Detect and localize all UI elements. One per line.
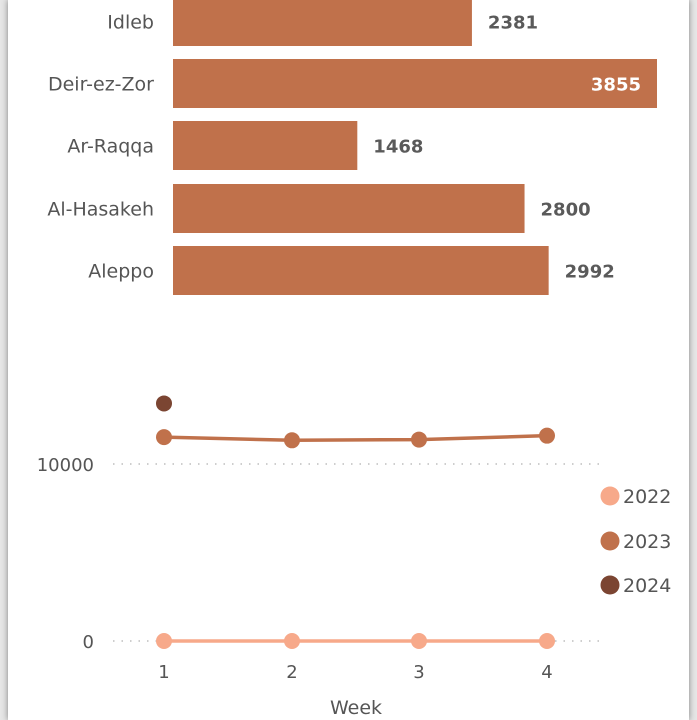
legend-marker-2022: [600, 486, 620, 506]
bar-ar-raqqa[interactable]: [173, 121, 358, 170]
data-point-2022[interactable]: [539, 633, 555, 649]
data-point-2023[interactable]: [411, 431, 427, 448]
bar-idleb[interactable]: [173, 0, 472, 46]
data-point-2022[interactable]: [284, 633, 300, 649]
bar-value-label: 2992: [565, 262, 615, 283]
data-point-2024[interactable]: [156, 395, 172, 412]
data-point-2022[interactable]: [156, 633, 172, 649]
legend-label-2023: 2023: [623, 531, 671, 553]
legend-label-2024: 2024: [623, 575, 671, 597]
bar-category-label: Idleb: [107, 12, 154, 34]
bar-category-label: Deir-ez-Zor: [48, 74, 154, 96]
bar-value-label: 2800: [541, 200, 591, 221]
y-tick-label: 0: [83, 632, 94, 653]
bar-value-label: 2381: [488, 13, 538, 34]
bar-chart: Idleb 2381 Deir-ez-Zor 3855 Ar-Raqqa 1468 Al-H…: [47, 0, 657, 295]
legend-marker-2023: [600, 531, 620, 551]
data-point-2023[interactable]: [539, 427, 555, 444]
line-chart: 0 10000 1 2 3 4 Week 2022 2023 2024: [37, 395, 671, 719]
data-point-2023[interactable]: [284, 432, 300, 449]
data-point-2023[interactable]: [156, 429, 172, 446]
x-tick-label: 2: [286, 662, 297, 683]
data-point-2022[interactable]: [411, 633, 427, 649]
bar-value-label: 3855: [591, 75, 641, 96]
x-axis-title: Week: [330, 697, 382, 719]
bar-al-hasakeh[interactable]: [173, 184, 525, 233]
x-tick-label: 4: [541, 662, 552, 683]
bar-category-label: Al-Hasakeh: [47, 199, 154, 221]
chart-canvas: Idleb 2381 Deir-ez-Zor 3855 Ar-Raqqa 1468 Al-H…: [37, 0, 671, 719]
y-tick-label: 10000: [37, 455, 94, 476]
chart-panel: Idleb 2381 Deir-ez-Zor 3855 Ar-Raqqa 1468 Al-H…: [8, 0, 689, 720]
bar-category-label: Aleppo: [88, 261, 154, 283]
legend-label-2022: 2022: [623, 486, 671, 508]
series-line-2023: [163, 433, 548, 443]
bar-category-label: Ar-Raqqa: [67, 136, 154, 158]
bar-deir-ez-zor[interactable]: [173, 59, 657, 108]
x-tick-label: 1: [158, 662, 169, 683]
legend-marker-2024: [600, 575, 620, 595]
x-tick-label: 3: [413, 662, 424, 683]
bar-value-label: 1468: [373, 137, 423, 158]
bar-aleppo[interactable]: [173, 246, 549, 295]
